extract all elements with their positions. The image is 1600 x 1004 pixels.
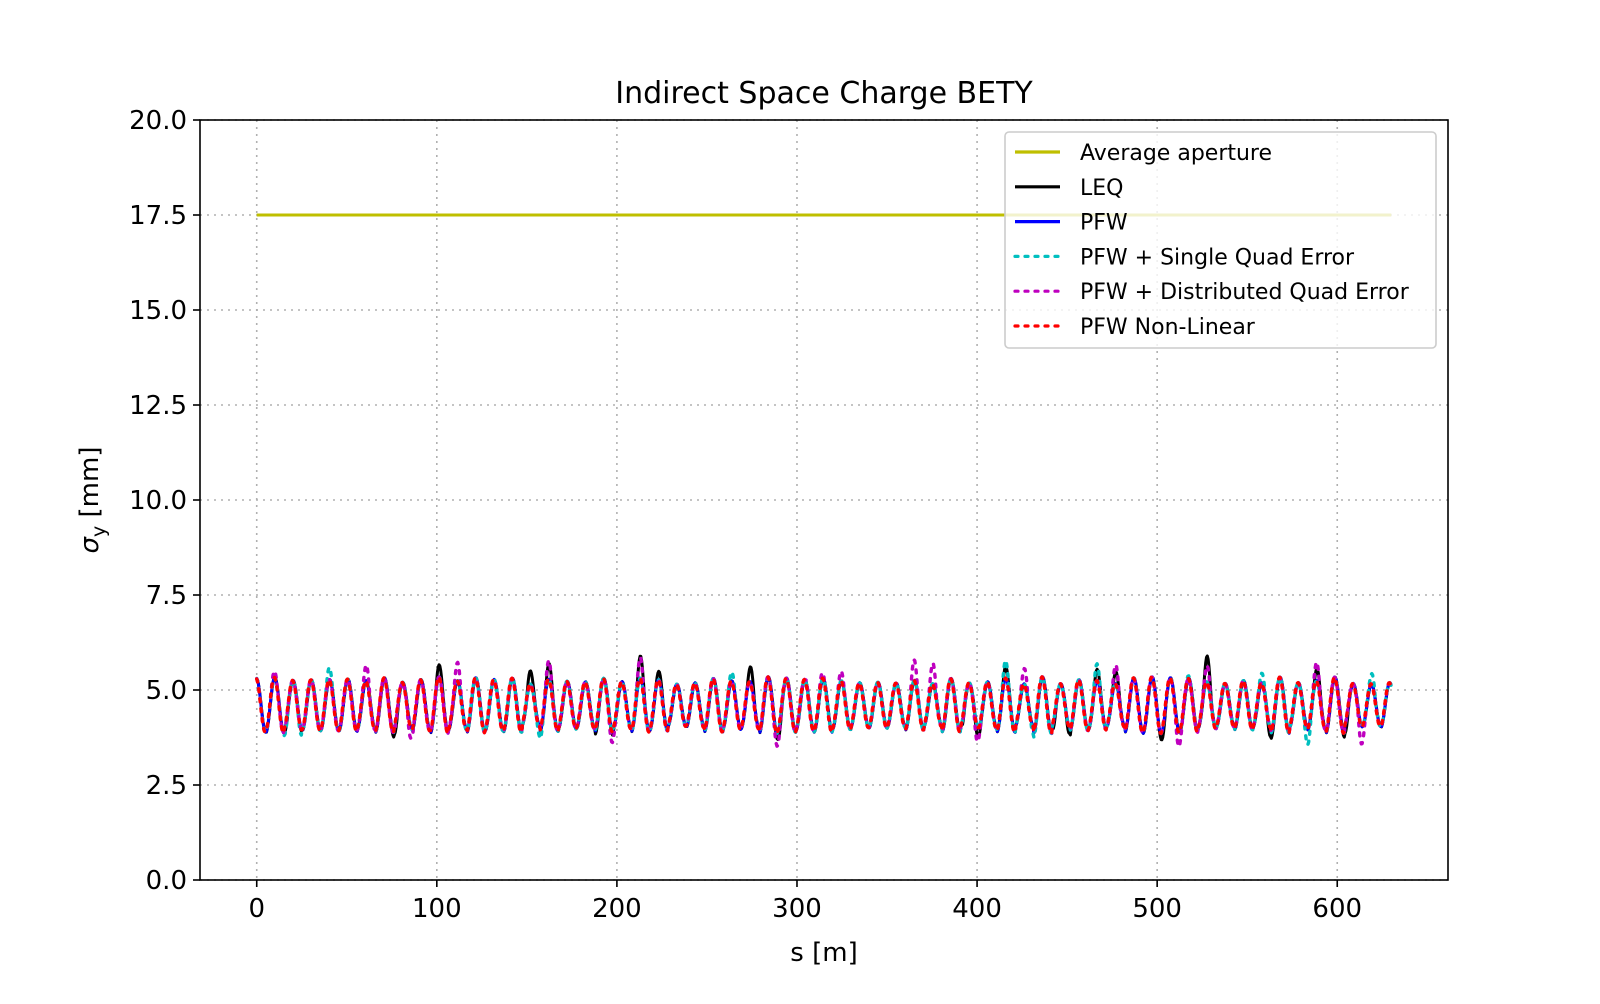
legend-label-pfw-non-linear: PFW Non-Linear <box>1080 315 1256 340</box>
x-tick-label: 100 <box>412 894 462 924</box>
y-tick-label: 17.5 <box>129 201 187 231</box>
legend-label-pfw-single-quad-error: PFW + Single Quad Error <box>1080 245 1355 270</box>
legend-label-pfw: PFW <box>1080 211 1128 236</box>
legend-label-leq: LEQ <box>1080 176 1123 201</box>
x-tick-label: 500 <box>1132 894 1182 924</box>
legend-box <box>1004 131 1437 349</box>
y-tick-label: 0.0 <box>146 866 187 896</box>
y-tick-label: 15.0 <box>129 296 187 326</box>
x-tick-label: 600 <box>1312 894 1362 924</box>
series-line-pfw-non-linear <box>255 675 1393 736</box>
y-axis-label-unit: [mm] <box>75 447 105 526</box>
y-tick-label: 10.0 <box>129 486 187 516</box>
x-tick-label: 200 <box>592 894 642 924</box>
y-tick-label: 7.5 <box>146 581 187 611</box>
x-tick-label: 0 <box>248 894 265 924</box>
y-axis-label-symbol: σ <box>75 535 105 553</box>
y-tick-label: 5.0 <box>146 676 187 706</box>
y-axis-label-subscript: y <box>88 526 110 537</box>
y-tick-label: 2.5 <box>146 771 187 801</box>
legend-label-pfw-distributed-quad-error: PFW + Distributed Quad Error <box>1080 280 1410 305</box>
x-tick-label: 300 <box>772 894 822 924</box>
y-tick-label: 12.5 <box>129 391 187 421</box>
series-lines <box>255 213 1393 749</box>
x-axis: 0 100 200 300 400 500 600 <box>248 880 1362 924</box>
y-axis-label: σy [mm] <box>75 447 110 554</box>
x-tick-label: 400 <box>952 894 1002 924</box>
chart-title: Indirect Space Charge BETY <box>615 76 1033 111</box>
legend-label-average-aperture: Average aperture <box>1080 141 1272 166</box>
legend: Average aperture LEQ PFW PFW + Single Quad … <box>1004 131 1437 349</box>
x-axis-label: s [m] <box>790 938 857 968</box>
y-tick-label: 20.0 <box>129 106 187 136</box>
y-axis: 0.0 2.5 5.0 7.5 10.0 12.5 15.0 17.5 20.0 <box>129 106 200 896</box>
